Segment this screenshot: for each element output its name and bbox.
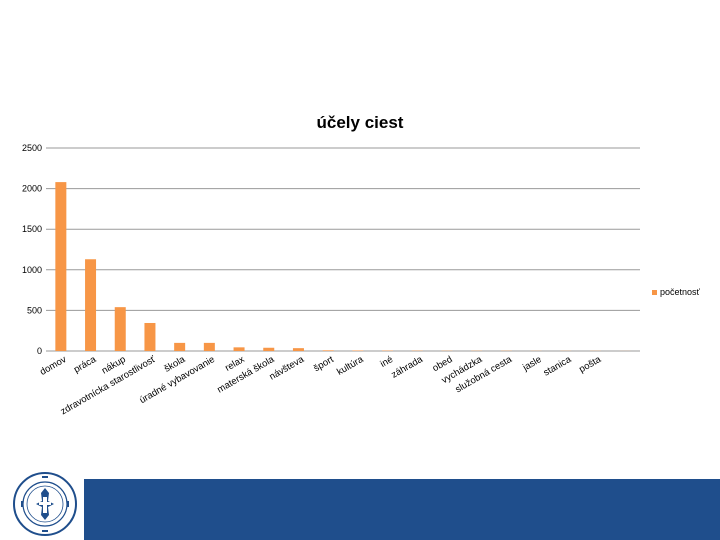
x-category-label: iné [379, 354, 395, 370]
legend-swatch [652, 289, 657, 295]
y-axis-ticks: 0 500 1000 1500 2000 2500 [22, 143, 42, 356]
bar [144, 322, 156, 351]
bar [263, 347, 275, 351]
bar [174, 342, 186, 351]
footer-band [0, 479, 720, 540]
bars [55, 182, 631, 351]
y-tick-label: 1000 [22, 265, 42, 275]
x-category-label: návšteva [268, 354, 307, 383]
x-category-label: stanica [542, 354, 574, 379]
y-tick-label: 1500 [22, 224, 42, 234]
legend-label: početnosť [660, 287, 700, 297]
y-tick-label: 2500 [22, 143, 42, 153]
x-category-label: šport [312, 354, 336, 374]
bar [322, 350, 334, 351]
y-tick-label: 0 [37, 346, 42, 356]
bar [85, 259, 97, 351]
chart-plot: 0 500 1000 1500 2000 2500 domov práca nákupzdra… [22, 143, 640, 418]
x-category-label: domov [38, 354, 68, 378]
x-category-label: záhrada [390, 354, 426, 381]
y-tick-label: 2000 [22, 184, 42, 194]
legend: početnosť [652, 287, 700, 297]
x-category-label: kultúra [335, 354, 366, 378]
x-category-label: pošta [577, 354, 603, 376]
chart-title: účely ciest [316, 113, 404, 132]
bar [292, 348, 304, 351]
bar [203, 342, 215, 351]
x-category-label: jasle [520, 354, 543, 374]
gridlines [46, 147, 640, 352]
bar [114, 307, 126, 351]
x-category-label: práca [72, 354, 99, 376]
university-seal-logo [13, 472, 77, 536]
bar [55, 182, 67, 351]
bar [233, 347, 245, 351]
y-tick-label: 500 [27, 305, 42, 315]
